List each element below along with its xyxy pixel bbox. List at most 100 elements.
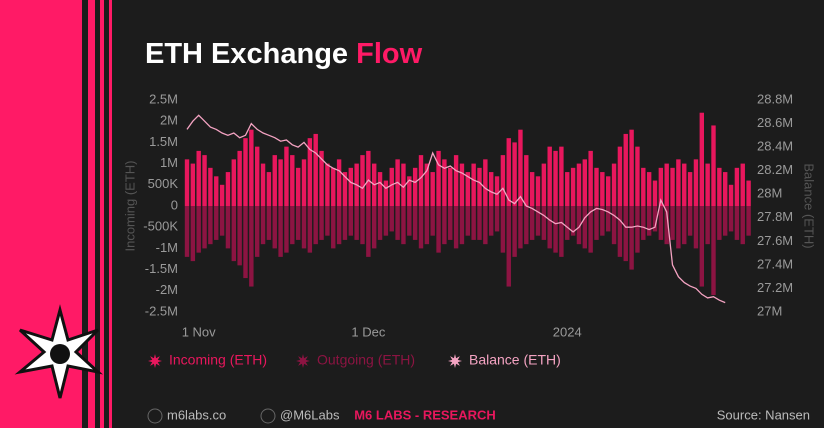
bar [676,206,681,249]
bar [266,172,272,206]
bar [407,206,412,236]
bar [418,155,424,206]
bar [646,206,652,236]
bar [319,150,324,206]
y2-tick-label: 28.2M [757,162,793,177]
bar [617,206,623,257]
bar [377,206,383,240]
bar [629,206,634,270]
bar [477,206,482,240]
bar [442,206,447,245]
y-tick-label: -1M [156,240,178,255]
bar [278,206,283,257]
bar [389,206,394,232]
x-tick-label: 2024 [553,324,582,339]
x-tick-label: 1 Dec [351,324,385,339]
bar [436,150,441,206]
y2-axis-label: Balance (ETH) [802,163,817,248]
bar [670,206,675,240]
bar [214,176,219,206]
bar [489,172,494,206]
bar [284,146,289,206]
bar [202,206,207,249]
bar [588,206,593,253]
bar [606,176,611,206]
bar [395,206,400,240]
bar [366,206,371,257]
bar [219,184,225,206]
bar [348,206,353,236]
footer-brand: M6 LABS - RESEARCH [354,407,496,422]
bar [342,172,348,206]
bar [190,206,196,262]
y2-tick-label: 28M [757,186,782,201]
bar [336,206,342,245]
y-axis-label: Incoming (ETH) [122,160,137,251]
bar [184,159,190,206]
bar [483,206,488,245]
bar [231,206,236,262]
bar [529,206,535,240]
bar [489,206,494,236]
icon [260,408,276,424]
bar [295,167,301,206]
bar [641,167,646,206]
bar [465,172,470,206]
bar [646,172,652,206]
bar [477,167,482,206]
bar [237,206,242,266]
y-tick-label: -1.5M [145,261,178,276]
bar [582,206,587,249]
bar [740,206,745,245]
y-tick-label: -2M [156,282,178,297]
bar [746,206,751,236]
bar [494,206,500,232]
bar [383,206,389,236]
bar [331,206,336,249]
bar [307,138,313,206]
bar [676,159,681,206]
bar [506,138,511,206]
y-tick-label: 1M [160,155,178,170]
bar [436,206,441,253]
bar [424,163,430,206]
bar [723,206,728,236]
bar [412,167,418,206]
bar [272,155,277,206]
y-tick-label: 500K [148,176,179,191]
bar [202,155,207,206]
bar [342,206,348,240]
bar [249,206,254,287]
bar [196,206,201,253]
bar [588,150,593,206]
bar [231,159,236,206]
bar [278,159,283,206]
y-tick-label: 1.5M [149,134,178,149]
bar [448,206,453,240]
y-tick-label: 2.5M [149,91,178,106]
bar [670,167,675,206]
bar [705,163,710,206]
legend-label: Outgoing (ETH) [317,352,415,368]
bar [711,125,716,206]
stripe [88,0,95,428]
y2-tick-label: 27.2M [757,280,793,295]
bar [664,206,669,245]
bar [717,206,722,240]
bar [652,206,658,232]
bar [313,206,318,245]
bar [559,206,564,257]
bar [529,172,535,206]
bar [448,167,453,206]
bar [208,206,213,245]
bar [565,172,570,206]
bar [331,167,336,206]
legend-label: Balance (ETH) [469,352,561,368]
bar [272,206,277,249]
bar [699,206,704,287]
bar [237,150,242,206]
y-tick-label: -500K [143,219,178,234]
y2-tick-label: 28.6M [757,115,793,130]
bar [284,206,289,253]
stripe [109,0,112,428]
